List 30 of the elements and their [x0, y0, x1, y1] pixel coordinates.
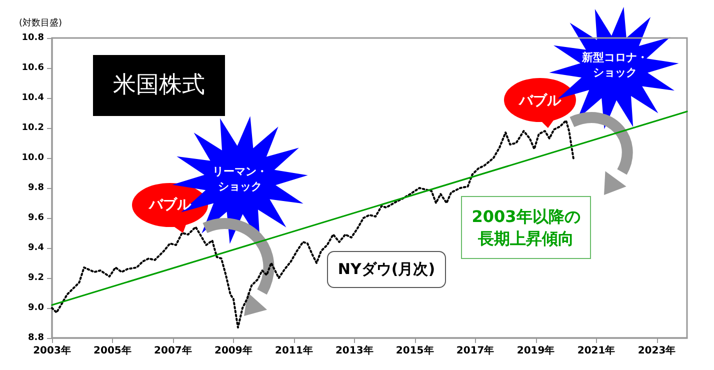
y-tick-label: 9.0 — [28, 303, 44, 313]
x-tick-label: 2003年 — [33, 344, 71, 356]
annotation: NYダウ(月次) — [338, 259, 436, 280]
x-tick-label: 2021年 — [577, 344, 616, 356]
annotation: バブル — [519, 92, 561, 110]
annotation: リーマン・ショック — [212, 165, 268, 195]
x-tick-label: 2013年 — [335, 344, 374, 356]
y-tick-label: 9.6 — [28, 213, 44, 223]
x-tick-label: 2019年 — [516, 344, 555, 356]
annotation: 2003年以降の長期上昇傾向 — [470, 206, 582, 250]
y-axis-title: (対数目盛) — [18, 18, 62, 28]
y-tick-label: 10.2 — [22, 123, 44, 133]
y-tick-label: 10.6 — [22, 63, 44, 73]
x-tick-label: 2015年 — [396, 344, 434, 356]
x-tick-label: 2007年 — [154, 344, 192, 356]
x-tick-label: 2009年 — [214, 344, 252, 356]
y-tick-label: 9.8 — [28, 183, 44, 193]
y-tick-label: 9.4 — [28, 243, 44, 253]
x-tick-label: 2017年 — [456, 344, 494, 356]
x-tick-label: 2011年 — [274, 344, 313, 356]
x-tick-label: 2005年 — [94, 344, 132, 356]
annotation: 新型コロナ・ショック — [581, 51, 649, 81]
x-tick-label: 2023年 — [638, 344, 676, 356]
y-tick-label: 9.2 — [28, 273, 44, 283]
y-tick-label: 10.8 — [22, 33, 44, 43]
annotation: 米国株式 — [113, 70, 205, 100]
y-tick-label: 10.0 — [22, 153, 44, 163]
annotation: バブル — [149, 196, 191, 214]
y-tick-label: 8.8 — [28, 333, 44, 343]
y-tick-label: 10.4 — [22, 93, 44, 103]
